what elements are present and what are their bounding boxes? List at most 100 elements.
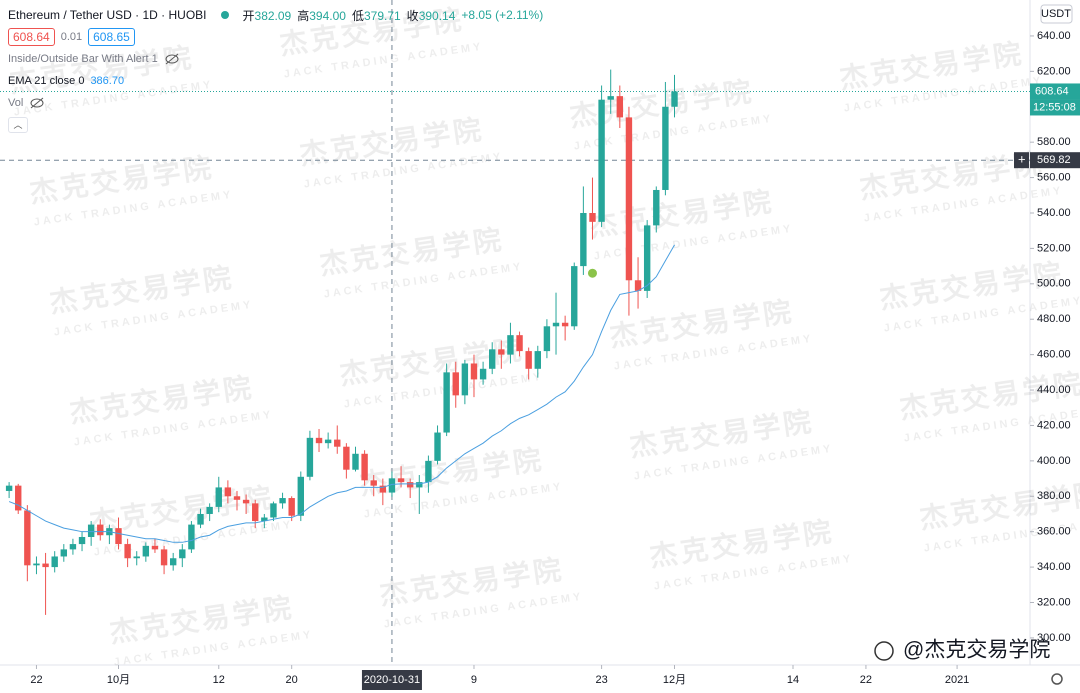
credit: @杰克交易学院 [903,639,1050,662]
x-tick-label: 9 [471,674,477,686]
candle-body [653,189,660,226]
collapse-button[interactable]: ︿ [8,117,28,133]
currency-box[interactable] [1040,4,1073,24]
eye-icon[interactable] [29,97,45,109]
candle-body [397,478,405,483]
candle-body [297,476,304,516]
candle-body [443,372,450,433]
ohlc: 开382.09 高394.00 低379.71 收390.14 [243,7,456,24]
eye-icon[interactable] [164,53,180,65]
candle-body [352,453,359,470]
y-tick-label: 620.00 [1037,65,1071,77]
y-tick-label: 340.00 [1037,561,1071,573]
candle-body [370,480,377,486]
spread: 0.01 [60,31,83,43]
x-tick-label: 12 [213,674,225,686]
candle-body [33,563,40,566]
crosshair-price-label: 569.82 [1037,154,1071,166]
candle-body [406,482,414,488]
candle-body [343,446,350,470]
ohlc-label: 收 [406,8,419,23]
candle-body [470,363,478,380]
countdown: 12:55:08 [1033,101,1076,113]
candle-body [662,106,669,190]
candle-body [479,368,487,380]
status-dot [220,11,229,19]
price-axis [1030,0,1080,693]
candle-body [598,99,605,222]
last-price-label: 608.64 [1035,85,1069,97]
candle-body [507,335,514,355]
candle-body [133,556,140,559]
crosshair-plus-box[interactable] [1014,152,1029,169]
candle-body [534,351,541,369]
credit-icon [874,641,894,661]
countdown-box [1030,99,1080,116]
candle-body [589,212,596,222]
crosshair-price-box [1030,152,1080,169]
candle-body [233,496,241,500]
candle-body [188,524,195,550]
candle-body [24,510,31,566]
y-tick-label: 440.00 [1037,384,1071,396]
candle-body [561,322,569,327]
x-tick-label: 22 [30,674,42,686]
x-tick-label: 12月 [663,674,686,686]
ohlc-item: 低379.71 [352,7,401,24]
candle-body [361,453,368,481]
candle-body [279,498,286,504]
legend: Ethereum / Tether USD · 1D · HUOBI 开382.… [8,4,543,136]
candle-body [169,558,177,566]
candle-body [124,544,131,559]
candle-body [379,485,387,493]
y-tick-label: 420.00 [1037,419,1071,431]
candle-body [571,266,578,327]
signal-marker [587,268,597,278]
candle-body [543,326,551,352]
candle-body [525,351,532,369]
bid[interactable]: 608.64 [8,28,55,46]
candle-body [97,524,104,536]
ema-line [8,244,675,543]
candle-body [261,517,268,522]
ohlc-label: 低 [351,8,364,23]
ohlc-label: 高 [297,8,310,23]
ask[interactable]: 608.65 [88,28,135,46]
candle-body [425,460,432,483]
settings-icon[interactable] [1051,673,1063,685]
candle-body [197,513,204,525]
candle-body [580,212,587,267]
candle-body [142,545,150,557]
candle-body [461,363,469,396]
y-tick-label: 640.00 [1037,30,1071,42]
y-tick-label: 500.00 [1037,278,1071,290]
x-tick-label: 23 [595,674,607,686]
candle-body [270,503,277,518]
candle-body [643,225,651,291]
candle-body [206,506,213,514]
crosshair-date-box [361,670,422,690]
candle-body [5,485,13,491]
candle-body [69,544,77,550]
crosshair-plus: + [1018,152,1026,167]
y-tick-label: 320.00 [1037,596,1071,608]
candle-body [179,549,186,559]
ohlc-value: 379.71 [363,8,401,23]
ohlc-item: 开382.09 [243,7,292,24]
ema-label: EMA 21 close 0 [8,75,85,87]
indicator: Inside/Outside Bar With Alert 1 [8,53,158,65]
candle-body [242,499,250,504]
y-tick-label: 480.00 [1037,313,1071,325]
y-tick-label: 300.00 [1037,632,1071,644]
change: +8.05 (+2.11%) [461,8,544,22]
y-tick-label: 560.00 [1037,171,1071,183]
ema-value: 386.70 [90,75,125,87]
